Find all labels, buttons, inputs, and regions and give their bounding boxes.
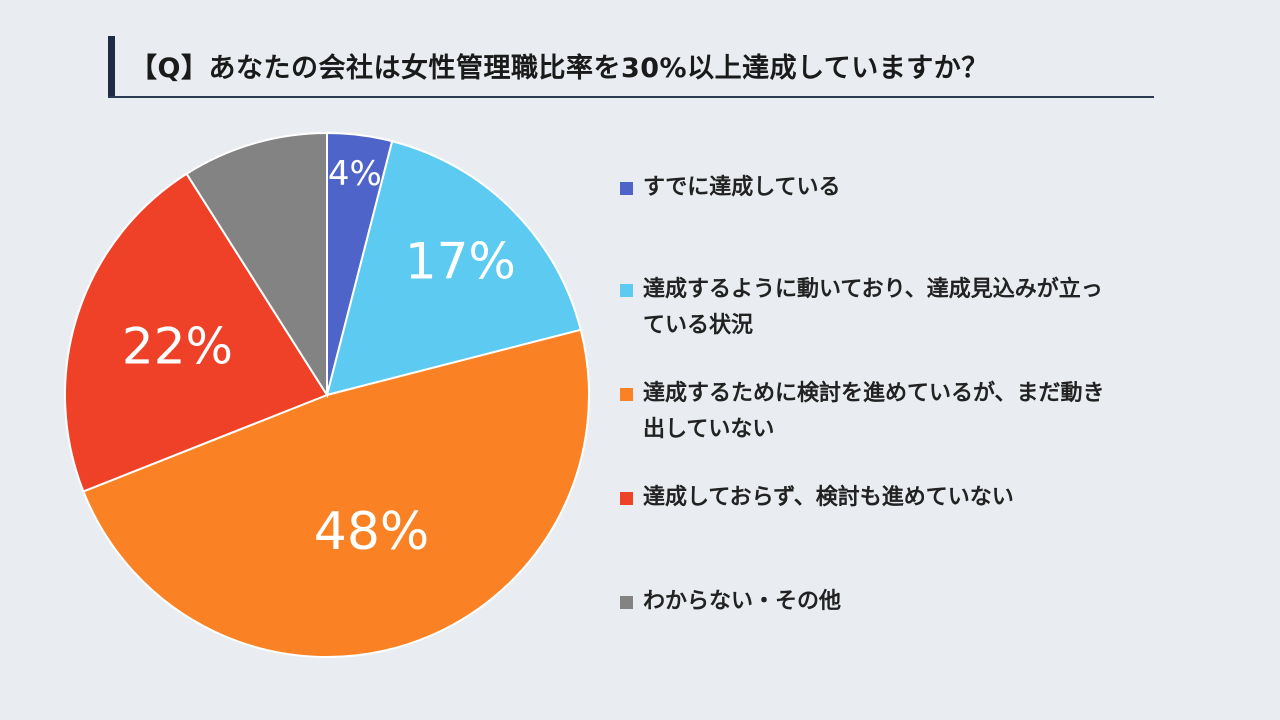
legend-item-considering: 達成するために検討を進めているが、まだ動き出していない: [620, 376, 1110, 448]
legend-swatch: [620, 492, 633, 505]
title-bar: 【Q】あなたの会社は女性管理職比率を30%以上達成していますか？: [108, 36, 1154, 98]
slice-data-label: 48%: [314, 502, 430, 562]
legend-item-not-considering: 達成しておらず、検討も進めていない: [620, 480, 1110, 516]
slice-data-label: 17%: [405, 233, 516, 291]
legend-label: 達成しておらず、検討も進めていない: [643, 485, 1014, 510]
legend-label: 達成するために検討を進めているが、まだ動き出していない: [643, 381, 1105, 442]
title-accent-bar: [108, 36, 115, 96]
slice-data-label: 22%: [122, 317, 233, 375]
legend-swatch: [620, 388, 633, 401]
legend-swatch: [620, 182, 633, 195]
slice-data-label: 4%: [328, 154, 382, 194]
chart-title: 【Q】あなたの会社は女性管理職比率を30%以上達成していますか？: [130, 53, 989, 84]
legend-item-unknown: わからない・その他: [620, 584, 1110, 620]
pie-slice: [64, 172, 329, 493]
legend-label: わからない・その他: [643, 589, 842, 614]
pie-slice: [82, 328, 590, 658]
legend-swatch: [620, 284, 633, 297]
legend-item-achieved: すでに達成している: [620, 170, 1110, 206]
pie-chart: 4% 17% 48% 22%: [64, 131, 590, 658]
legend-swatch: [620, 596, 633, 609]
legend-label: 達成するように動いており、達成見込みが立っている状況: [643, 277, 1103, 338]
pie-slice: [185, 131, 328, 399]
legend-label: すでに達成している: [643, 175, 841, 200]
pie-slice: [325, 140, 582, 397]
legend-item-on-track: 達成するように動いており、達成見込みが立っている状況: [620, 272, 1110, 344]
